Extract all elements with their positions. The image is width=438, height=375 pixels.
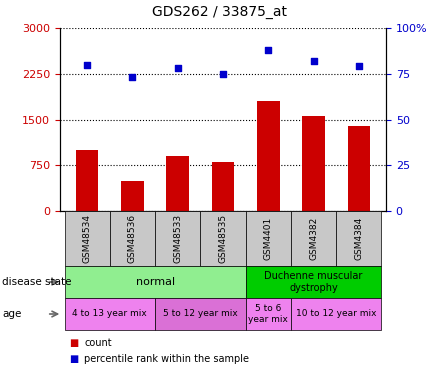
Point — [174, 65, 181, 71]
Point — [129, 74, 136, 80]
Text: ■: ■ — [69, 354, 78, 364]
Text: 5 to 6
year mix: 5 to 6 year mix — [248, 304, 288, 324]
Text: GSM4382: GSM4382 — [309, 217, 318, 260]
Text: GSM48535: GSM48535 — [219, 214, 227, 263]
Text: GSM4384: GSM4384 — [354, 217, 364, 260]
Text: ■: ■ — [69, 338, 78, 348]
Text: Duchenne muscular
dystrophy: Duchenne muscular dystrophy — [265, 271, 363, 293]
Text: GSM4401: GSM4401 — [264, 217, 273, 260]
Bar — [212, 162, 234, 211]
Bar — [257, 101, 279, 211]
Text: 5 to 12 year mix: 5 to 12 year mix — [163, 309, 238, 318]
Text: GSM48533: GSM48533 — [173, 214, 182, 263]
Text: percentile rank within the sample: percentile rank within the sample — [84, 354, 249, 364]
Point — [310, 58, 317, 64]
Text: GSM48534: GSM48534 — [83, 214, 92, 263]
Text: GSM48536: GSM48536 — [128, 214, 137, 263]
Text: 10 to 12 year mix: 10 to 12 year mix — [296, 309, 376, 318]
Text: age: age — [2, 309, 21, 319]
Bar — [347, 126, 370, 211]
Text: 4 to 13 year mix: 4 to 13 year mix — [72, 309, 147, 318]
Point — [219, 71, 226, 77]
Bar — [121, 180, 144, 211]
Point — [84, 62, 91, 68]
Point — [355, 63, 362, 69]
Text: count: count — [84, 338, 112, 348]
Text: normal: normal — [135, 277, 175, 287]
Text: disease state: disease state — [2, 277, 72, 287]
Bar — [166, 156, 189, 211]
Text: GDS262 / 33875_at: GDS262 / 33875_at — [152, 5, 286, 19]
Bar — [302, 117, 325, 211]
Point — [265, 47, 272, 53]
Bar — [76, 150, 99, 211]
